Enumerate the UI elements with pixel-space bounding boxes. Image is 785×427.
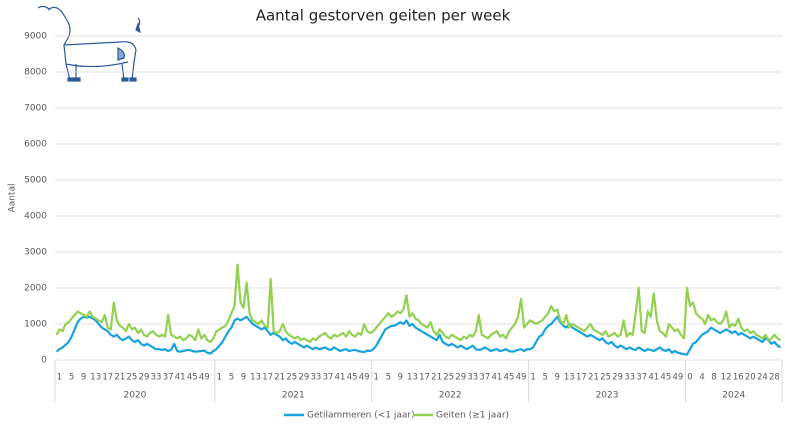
x-tick-label: 37 xyxy=(323,373,334,383)
y-axis-label: Aantal xyxy=(8,184,18,213)
x-tick-label: 25 xyxy=(600,373,611,383)
x-tick-label: 21 xyxy=(588,373,599,383)
x-tick-label: 25 xyxy=(286,373,297,383)
x-tick-label: 12 xyxy=(721,373,732,383)
x-tick-label: 1 xyxy=(57,373,62,383)
x-tick-label: 41 xyxy=(648,373,659,383)
x-tick-label: 13 xyxy=(564,373,575,383)
x-tick-label: 5 xyxy=(69,373,74,383)
y-tick-label: 7000 xyxy=(24,104,47,114)
x-tick-label: 25 xyxy=(126,373,137,383)
x-tick-label: 5 xyxy=(542,373,547,383)
x-tick-label: 49 xyxy=(199,373,210,383)
x-tick-label: 9 xyxy=(555,373,560,383)
x-tick-label: 45 xyxy=(347,373,358,383)
x-tick-label: 33 xyxy=(151,373,162,383)
legend-label: Geiten (≥1 jaar) xyxy=(436,411,509,421)
x-tick-label: 21 xyxy=(274,373,285,383)
x-tick-label: 49 xyxy=(359,373,370,383)
x-tick-label: 16 xyxy=(733,373,744,383)
y-tick-label: 2000 xyxy=(24,284,47,294)
y-tick-label: 3000 xyxy=(24,248,47,258)
x-tick-label: 37 xyxy=(479,373,490,383)
chart-title: Aantal gestorven geiten per week xyxy=(256,7,511,25)
x-tick-label: 13 xyxy=(90,373,101,383)
x-tick-label: 21 xyxy=(114,373,125,383)
x-tick-label: 25 xyxy=(443,373,454,383)
y-tick-label: 8000 xyxy=(24,68,47,78)
x-tick-label: 0 xyxy=(687,373,692,383)
x-tick-label: 4 xyxy=(699,373,704,383)
x-group-label: 2024 xyxy=(722,391,745,401)
x-tick-label: 29 xyxy=(139,373,150,383)
x-tick-label: 24 xyxy=(757,373,768,383)
x-tick-label: 49 xyxy=(672,373,683,383)
x-group-label: 2021 xyxy=(282,391,305,401)
x-tick-label: 17 xyxy=(419,373,430,383)
x-tick-label: 29 xyxy=(298,373,309,383)
x-tick-label: 1 xyxy=(217,373,222,383)
x-tick-label: 37 xyxy=(163,373,174,383)
x-tick-label: 41 xyxy=(335,373,346,383)
y-tick-label: 5000 xyxy=(24,176,47,186)
x-tick-label: 49 xyxy=(516,373,527,383)
x-group-label: 2023 xyxy=(596,391,619,401)
x-group-label: 2022 xyxy=(439,391,462,401)
x-tick-label: 1 xyxy=(530,373,535,383)
x-tick-label: 41 xyxy=(175,373,186,383)
x-tick-label: 33 xyxy=(624,373,635,383)
goat-icon xyxy=(38,6,140,81)
x-tick-label: 29 xyxy=(455,373,466,383)
y-tick-label: 4000 xyxy=(24,212,47,222)
x-tick-label: 9 xyxy=(241,373,246,383)
chart: Aantal gestorven geiten per week Aantal … xyxy=(0,0,785,427)
x-tick-label: 9 xyxy=(398,373,403,383)
x-tick-label: 9 xyxy=(81,373,86,383)
x-tick-label: 29 xyxy=(612,373,623,383)
x-tick-label: 1 xyxy=(374,373,379,383)
x-tick-label: 13 xyxy=(407,373,418,383)
y-tick-label: 6000 xyxy=(24,140,47,150)
x-tick-label: 33 xyxy=(311,373,322,383)
x-tick-label: 45 xyxy=(504,373,515,383)
x-tick-label: 37 xyxy=(636,373,647,383)
y-tick-label: 9000 xyxy=(24,32,47,42)
x-group-label: 2020 xyxy=(123,391,146,401)
x-tick-label: 5 xyxy=(386,373,391,383)
y-tick-label: 0 xyxy=(41,356,47,366)
x-tick-label: 28 xyxy=(769,373,780,383)
legend-label: Getilammeren (<1 jaar) xyxy=(307,411,415,421)
x-tick-label: 21 xyxy=(431,373,442,383)
x-tick-label: 33 xyxy=(467,373,478,383)
x-tick-label: 45 xyxy=(660,373,671,383)
x-tick-label: 8 xyxy=(711,373,716,383)
y-tick-label: 1000 xyxy=(24,320,47,330)
x-tick-label: 41 xyxy=(492,373,503,383)
x-tick-label: 45 xyxy=(187,373,198,383)
x-tick-label: 20 xyxy=(745,373,756,383)
x-tick-label: 13 xyxy=(250,373,261,383)
x-tick-label: 5 xyxy=(229,373,234,383)
x-tick-label: 17 xyxy=(102,373,113,383)
x-tick-label: 17 xyxy=(576,373,587,383)
x-tick-label: 17 xyxy=(262,373,273,383)
